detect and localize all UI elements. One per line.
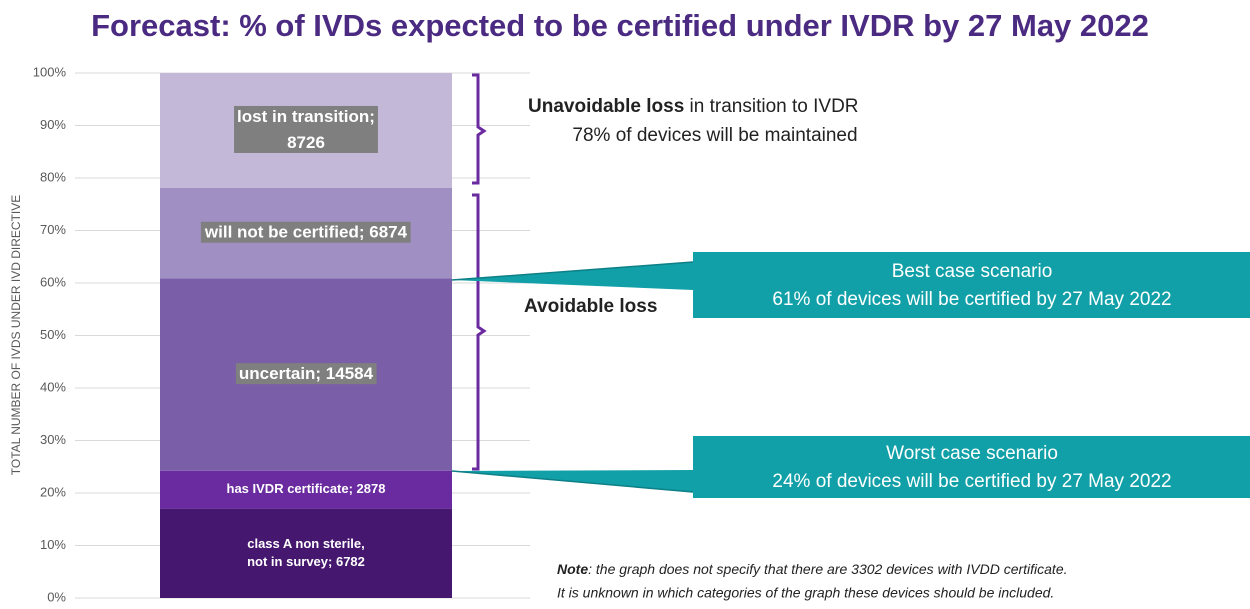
annotation-bold: Unavoidable loss xyxy=(528,96,684,117)
callout-line xyxy=(451,470,694,493)
segment-label: has IVDR certificate; 2878 xyxy=(227,481,386,496)
y-tick-label: 40% xyxy=(40,379,66,394)
callout-text: 61% of devices will be certified by 27 M… xyxy=(772,289,1171,310)
callout-pointer xyxy=(452,262,693,290)
segment-label: will not be certified; 6874 xyxy=(200,221,411,243)
annotation: Avoidable loss xyxy=(524,296,657,317)
y-tick-label: 10% xyxy=(40,537,66,552)
bar-segment xyxy=(160,470,452,509)
callout-line xyxy=(451,261,694,281)
segment-label: lost in transition; 8726 xyxy=(234,105,378,153)
note: Note: the graph does not specify that th… xyxy=(557,561,1068,577)
annotation: Unavoidable loss in transition to IVDR xyxy=(528,96,859,117)
y-tick-label: 0% xyxy=(47,589,66,604)
note-text: : the graph does not specify that there … xyxy=(588,561,1067,577)
bracket xyxy=(472,193,487,471)
annotation: 78% of devices will be maintained xyxy=(572,125,857,146)
annotation-text: in transition to IVDR xyxy=(684,96,858,117)
y-tick-label: 70% xyxy=(40,222,66,237)
y-tick-label: 50% xyxy=(40,327,66,342)
y-tick-label: 60% xyxy=(40,274,66,289)
callout-box xyxy=(693,252,1250,318)
y-tick-label: 100% xyxy=(33,64,67,79)
segment-label-text: will not be certified; 6874 xyxy=(204,223,408,242)
label-box xyxy=(234,105,378,153)
plot-area: 0% 10% 20% 30% 40% 50% 60% 70% 80% 90% 100% class A… xyxy=(33,64,530,604)
segment-label-text: not in survey; 6782 xyxy=(247,554,365,569)
segment-label: class A non sterile, not in survey; 6782 xyxy=(247,536,365,569)
chart-title: Forecast: % of IVDs expected to be certi… xyxy=(91,8,1149,43)
y-tick-label: 30% xyxy=(40,432,66,447)
bracket xyxy=(472,73,487,185)
y-tick-label: 90% xyxy=(40,117,66,132)
segment-label-text: has IVDR certificate; 2878 xyxy=(227,481,386,496)
segment-label: uncertain; 14584 xyxy=(235,363,377,385)
bar-segment xyxy=(160,508,452,598)
note-bold: Note xyxy=(557,561,588,577)
callout-text: 24% of devices will be certified by 27 M… xyxy=(772,471,1171,492)
callout-title: Worst case scenario xyxy=(886,443,1058,464)
segment-label-text: class A non sterile, xyxy=(247,536,365,551)
label-box xyxy=(200,221,411,243)
y-tick-label: 20% xyxy=(40,484,66,499)
y-tick-label: 80% xyxy=(40,169,66,184)
segment-label-text: lost in transition; xyxy=(237,107,375,126)
callout-title: Best case scenario xyxy=(892,261,1053,282)
segment-label-text: uncertain; 14584 xyxy=(239,364,374,383)
note: It is unknown in which categories of the… xyxy=(557,585,1054,601)
label-box xyxy=(235,363,377,385)
callout-box xyxy=(693,436,1250,498)
y-axis-label: TOTAL NUMBER OF IVDS UNDER IVD DIRECTIVE xyxy=(9,195,23,475)
segment-label-text: 8726 xyxy=(287,133,325,152)
